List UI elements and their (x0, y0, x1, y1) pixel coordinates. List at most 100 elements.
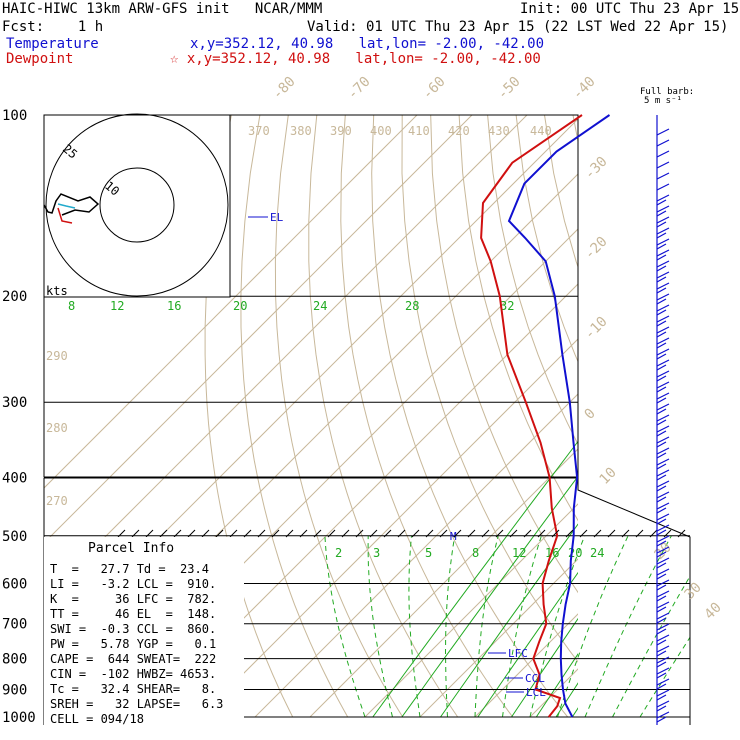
barb-flag (656, 260, 670, 268)
barb-flag (656, 496, 667, 503)
moist-adiabat (408, 535, 421, 718)
barb-flag (656, 546, 670, 554)
barb-flag (656, 458, 670, 466)
dewpoint-profile (480, 114, 583, 718)
barb-flag (656, 243, 667, 250)
barb-flag (656, 485, 667, 492)
hatch-mark (439, 529, 448, 538)
parcel-info-row: K = 36 LFC = 782. (50, 592, 216, 606)
barb-flag (656, 573, 667, 580)
temperature-profile (507, 114, 611, 718)
dry-adiabat (515, 115, 578, 363)
mixing-ratio-label-upper: 20 (233, 299, 247, 313)
isotherm-label: -60 (420, 74, 449, 103)
barb-flag (656, 304, 670, 312)
hatch-mark (607, 529, 616, 538)
forecast-hour: Fcst: 1 h (2, 19, 104, 35)
hodograph-trace (43, 193, 100, 216)
hodograph-frame (43, 114, 231, 298)
dry-adiabat (487, 115, 578, 446)
dry-adiabat (602, 115, 740, 717)
hatch-mark (327, 529, 336, 538)
moist-adiabat (444, 535, 456, 718)
barb-flag (656, 507, 667, 514)
barb-flag (656, 535, 670, 543)
temperature-label: Temperature (6, 36, 99, 52)
barb-flag (656, 628, 667, 635)
mixing-ratio-label-upper: 32 (500, 299, 514, 313)
barb-flag (656, 562, 667, 569)
hatch-mark (411, 529, 420, 538)
barb-flag (656, 194, 670, 202)
hatch-mark (453, 529, 462, 538)
pressure-label-900: 900 (2, 682, 27, 698)
isotherm (474, 613, 578, 718)
barb-flag (656, 221, 667, 228)
mixing-ratio-line (372, 440, 578, 718)
mixing-ratio-label-lower: 5 (425, 546, 432, 560)
hodograph-ring-inner (99, 167, 175, 243)
valid-time: Valid: 01 UTC Thu 23 Apr 15 (22 LST Wed … (307, 19, 729, 35)
moist-adiabat (612, 535, 690, 718)
barb-flag (656, 645, 670, 653)
hatch-mark (285, 529, 294, 538)
barb-flag (656, 183, 670, 191)
hodograph: 25 10 kts (43, 113, 231, 298)
barb-flag (656, 139, 670, 147)
hatch-mark (425, 529, 434, 538)
barb-flag (656, 436, 670, 444)
barb-flag (656, 529, 667, 536)
hatch-mark (229, 529, 238, 538)
barb-flag (656, 694, 667, 701)
isotherm-label: -10 (582, 314, 611, 343)
barb-flag (656, 441, 667, 448)
parcel-info-row: LI = -3.2 LCL = 910. (50, 577, 216, 591)
mixing-ratio-line (571, 707, 578, 718)
level-markers: EL LFC CCL LCL M (248, 211, 546, 699)
dry-adiabat (544, 115, 578, 269)
moist-adiabat (502, 535, 542, 718)
barb-flag (656, 348, 670, 356)
barb-flag (656, 392, 670, 400)
hodograph-trace-low (57, 203, 76, 209)
barb-flag (656, 683, 667, 690)
barb-legend-line1: Full barb: (640, 87, 694, 97)
temperature-location: x,y=352.12, 40.98 lat,lon= -2.00, -42.00 (190, 36, 545, 52)
parcel-info-row: TT = 46 EL = 148. (50, 607, 216, 621)
dry-adiabat (687, 115, 740, 717)
barb-flag (656, 540, 667, 547)
isotherm (44, 115, 473, 544)
barb-flag (656, 342, 667, 349)
dry-adiabat (658, 115, 740, 717)
pressure-labels: 100 200 300 400 500 600 700 800 900 1000 (2, 108, 36, 726)
mixing-ratio-label-lower: 8 (472, 546, 479, 560)
isotherm-label: -50 (495, 74, 524, 103)
init-time: Init: 00 UTC Thu 23 Apr 15 (520, 1, 740, 17)
dry-adiabat (340, 115, 514, 718)
theta-label: 400 (370, 124, 392, 138)
barb-flag (656, 568, 670, 576)
dry-adiabat (715, 115, 740, 717)
parcel-info-row: CIN = -102 HWBZ= 4653. (50, 667, 216, 681)
lfc-label: LFC (508, 647, 528, 660)
theta-label: 420 (448, 124, 470, 138)
hatch-mark (677, 529, 686, 538)
moist-adiabat (367, 535, 393, 718)
lcl-label: LCL (526, 686, 546, 699)
mixing-ratio-label-upper: 16 (167, 299, 181, 313)
barb-legend-line2: 5 m s⁻¹ (644, 96, 682, 106)
barb-flag (656, 254, 667, 261)
hatch-mark (117, 529, 126, 538)
barb-flag (656, 265, 667, 272)
mixing-ratio-line (555, 682, 578, 718)
hatch-mark (355, 529, 364, 538)
isotherm-label: 10 (597, 465, 620, 488)
hatch-mark (621, 529, 630, 538)
hatch-mark (397, 529, 406, 538)
isotherm (529, 668, 578, 718)
hatch-mark (579, 529, 588, 538)
barb-flag (656, 689, 670, 697)
hatch-mark (215, 529, 224, 538)
isotherm (254, 393, 578, 718)
barb-flag (656, 359, 670, 367)
